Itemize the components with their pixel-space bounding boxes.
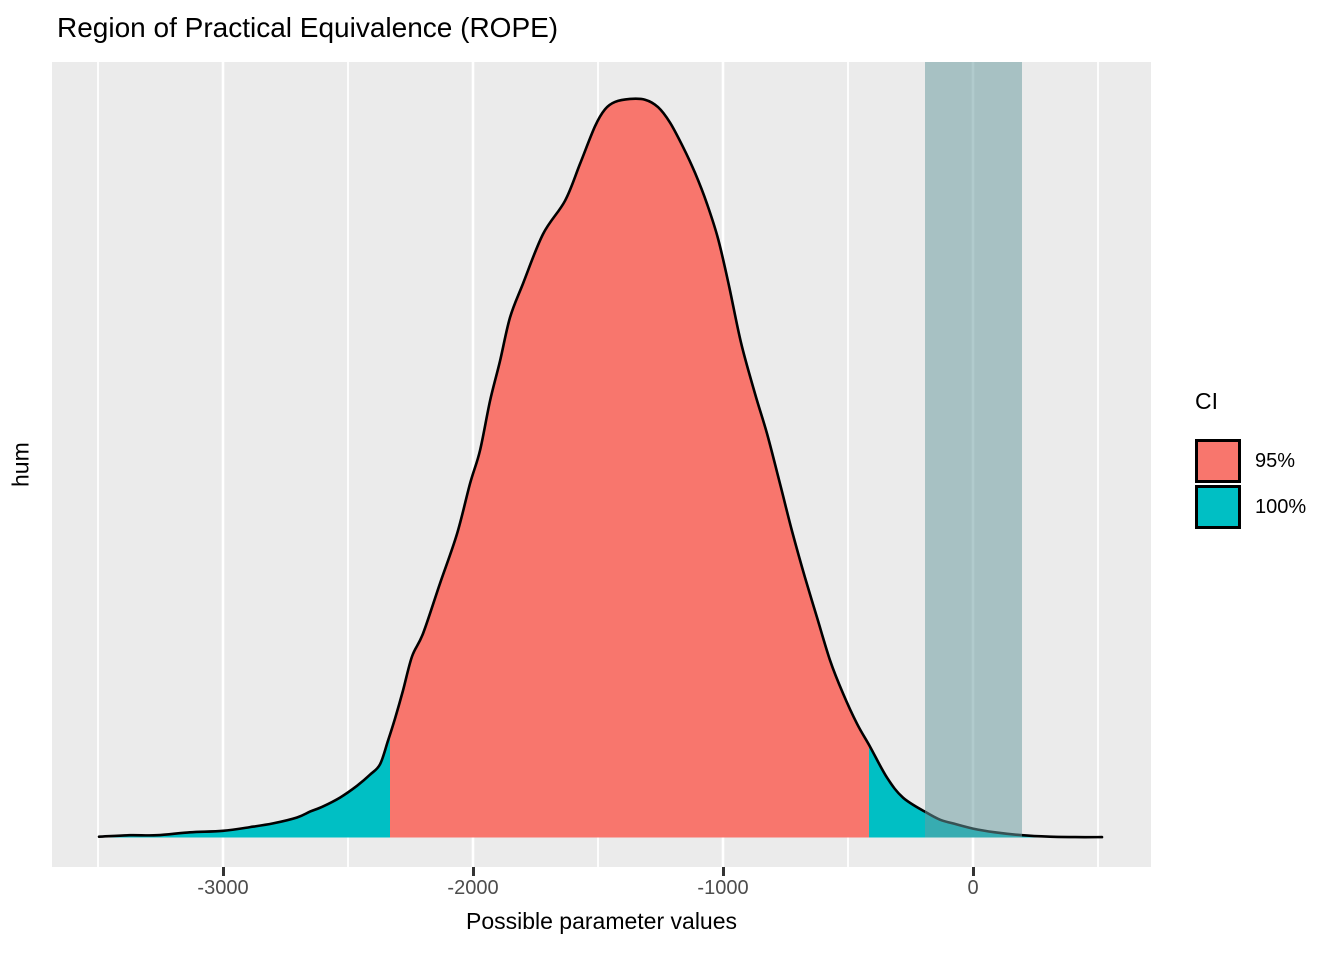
x-axis-tick-label: -2000 bbox=[447, 877, 499, 899]
legend-swatch bbox=[1195, 439, 1241, 483]
legend-item: 100% bbox=[1195, 485, 1306, 529]
density-fill-95 bbox=[390, 98, 869, 838]
legend-item-label: 95% bbox=[1255, 449, 1296, 472]
x-axis-tick-label: -1000 bbox=[697, 877, 749, 899]
x-axis-tick-label: -3000 bbox=[197, 877, 249, 899]
x-axis-tick bbox=[471, 867, 475, 876]
x-axis-tick bbox=[971, 867, 975, 876]
x-axis-tick-label: 0 bbox=[967, 877, 979, 899]
density-curve bbox=[97, 97, 1104, 839]
legend-item: 95% bbox=[1195, 439, 1306, 483]
legend-swatch bbox=[1195, 485, 1241, 529]
legend: CI 95% 100% bbox=[1195, 388, 1306, 531]
x-axis-title: Possible parameter values bbox=[465, 908, 738, 934]
y-axis-title: hum bbox=[7, 442, 34, 487]
x-axis-tick bbox=[221, 867, 225, 876]
x-axis-tick bbox=[721, 867, 725, 876]
plot-title: Region of Practical Equivalence (ROPE) bbox=[57, 12, 559, 43]
legend-title: CI bbox=[1195, 388, 1218, 414]
legend-item-label: 100% bbox=[1255, 495, 1307, 518]
plot-panel bbox=[52, 62, 1151, 867]
legend-items: 95% 100% bbox=[1195, 439, 1306, 529]
rope-band bbox=[925, 62, 1022, 838]
density-plot-svg bbox=[97, 62, 1104, 867]
